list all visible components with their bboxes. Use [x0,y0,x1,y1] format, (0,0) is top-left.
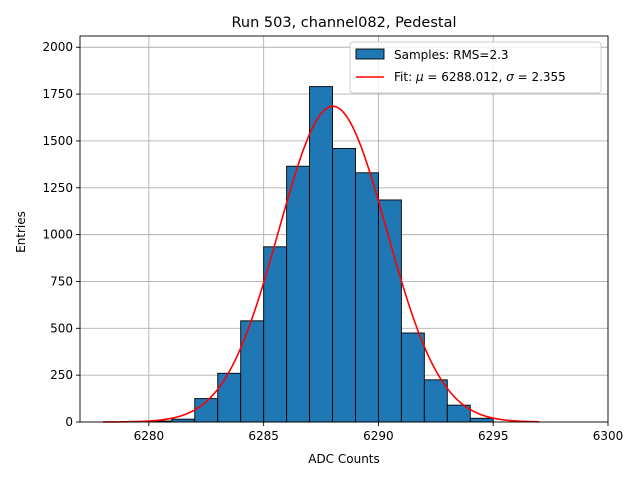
y-tick-label: 1500 [42,134,73,148]
plot-frame [79,35,609,423]
histogram-bar [355,172,379,423]
y-tick-label: 1250 [42,181,73,195]
y-tick-label: 500 [50,321,73,335]
y-tick-label: 0 [65,415,73,429]
histogram-bar [423,379,448,423]
histogram-bars [148,86,494,423]
y-tick-label: 250 [50,368,73,382]
x-tick-label: 6285 [248,429,279,443]
histogram-bar [400,332,425,423]
y-axis-ticks: 0 250 500 750 1000 1250 1500 1750 2000 [42,40,80,429]
fit-curve [102,105,540,423]
y-tick-label: 2000 [42,40,73,54]
x-tick-label: 6300 [593,429,624,443]
histogram-bar [240,320,265,423]
x-tick-label: 6290 [363,429,394,443]
histogram-bar [469,417,494,423]
legend-histogram-label: Samples: RMS=2.3 [394,48,509,62]
x-tick-label: 6280 [134,429,165,443]
y-tick-label: 750 [50,274,73,288]
x-tick-label: 6295 [478,429,509,443]
y-axis-label: Entries [14,211,28,253]
histogram-bar [286,165,311,423]
legend-histogram-swatch [355,48,385,60]
histogram-bar [377,199,402,423]
legend-fit-label: Fit: μ = 6288.012, σ = 2.355 [394,70,566,84]
x-axis-label: ADC Counts [308,452,380,466]
x-axis-ticks: 6280 6285 6290 6295 6300 [134,422,624,443]
histogram-bar [217,372,242,423]
histogram-bar [309,86,333,423]
y-tick-label: 1750 [42,87,73,101]
legend: Samples: RMS=2.3 Fit: μ = 6288.012, σ = … [349,41,602,94]
histogram-bar [332,147,356,423]
y-tick-label: 1000 [42,228,73,242]
legend-box [349,41,602,94]
chart-title: Run 503, channel082, Pedestal [231,15,456,31]
